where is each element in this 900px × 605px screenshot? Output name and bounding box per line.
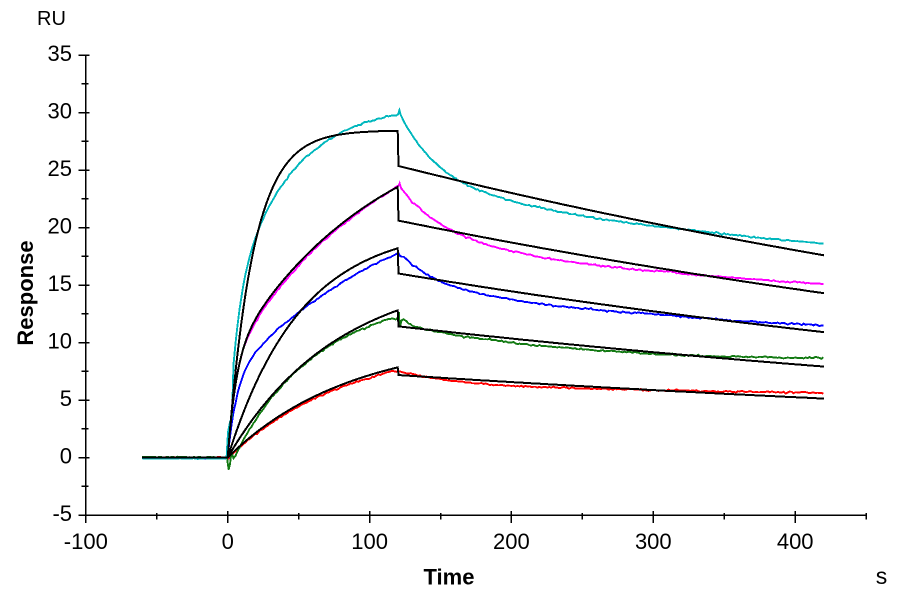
svg-text:0: 0	[60, 443, 72, 468]
svg-text:Time: Time	[424, 565, 475, 590]
svg-text:200: 200	[493, 529, 530, 554]
svg-text:25: 25	[48, 156, 72, 181]
svg-text:15: 15	[48, 271, 72, 296]
svg-text:20: 20	[48, 213, 72, 238]
svg-text:-5: -5	[52, 501, 72, 526]
svg-text:30: 30	[48, 98, 72, 123]
svg-text:35: 35	[48, 41, 72, 66]
svg-text:-100: -100	[64, 529, 108, 554]
svg-text:100: 100	[351, 529, 388, 554]
svg-text:400: 400	[777, 529, 814, 554]
svg-text:s: s	[876, 563, 888, 589]
svg-text:0: 0	[222, 529, 234, 554]
svg-text:300: 300	[635, 529, 672, 554]
svg-text:10: 10	[48, 328, 72, 353]
svg-text:Response: Response	[13, 240, 38, 345]
svg-text:5: 5	[60, 386, 72, 411]
svg-text:RU: RU	[37, 8, 66, 30]
